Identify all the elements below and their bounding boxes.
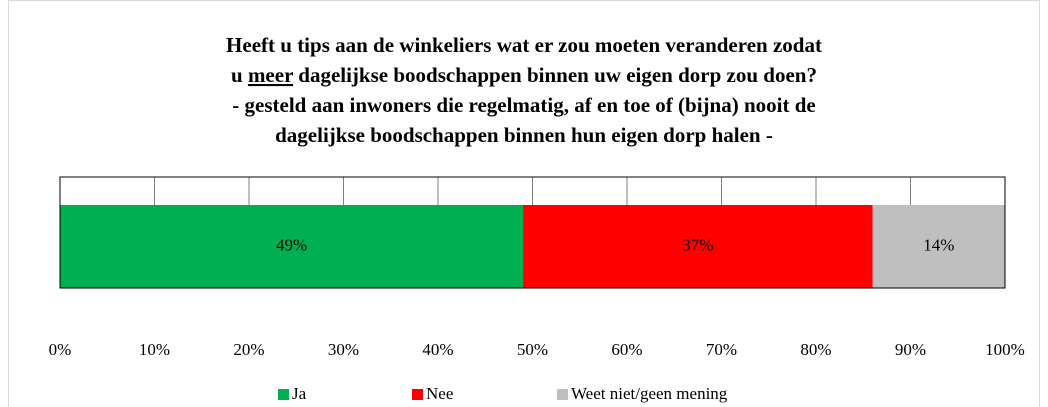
legend-label: Ja <box>292 384 307 403</box>
x-tick-label: 30% <box>328 340 359 359</box>
chart-title: u meer dagelijkse boodschappen binnen uw… <box>231 63 817 87</box>
data-label: 14% <box>923 235 954 254</box>
title-run: u <box>231 63 248 87</box>
x-tick-label: 40% <box>422 340 453 359</box>
title-run: dagelijkse boodschappen binnen uw eigen … <box>293 63 817 87</box>
title-run: meer <box>248 63 293 87</box>
data-label: 49% <box>276 235 307 254</box>
chart-title: Heeft u tips aan de winkeliers wat er zo… <box>226 33 822 57</box>
data-label: 37% <box>682 235 713 254</box>
x-tick-label: 0% <box>49 340 72 359</box>
chart-title: - gesteld aan inwoners die regelmatig, a… <box>232 93 815 117</box>
chart-title: dagelijkse boodschappen binnen hun eigen… <box>275 123 773 147</box>
bar-segment <box>872 205 1005 288</box>
x-tick-label: 60% <box>611 340 642 359</box>
x-tick-label: 50% <box>517 340 548 359</box>
legend-label: Nee <box>426 384 453 403</box>
legend-swatch <box>278 389 289 400</box>
x-tick-label: 100% <box>985 340 1025 359</box>
x-tick-label: 70% <box>706 340 737 359</box>
title-run: - gesteld aan inwoners die regelmatig, a… <box>232 93 815 117</box>
x-tick-label: 10% <box>139 340 170 359</box>
x-tick-label: 20% <box>233 340 264 359</box>
legend-label: Weet niet/geen mening <box>571 384 728 403</box>
title-run: Heeft u tips aan de winkeliers wat er zo… <box>226 33 822 57</box>
legend-swatch <box>557 389 568 400</box>
bar-segment <box>60 205 524 288</box>
bar-segment <box>523 205 873 288</box>
x-tick-label: 90% <box>895 340 926 359</box>
title-run: dagelijkse boodschappen binnen hun eigen… <box>275 123 773 147</box>
x-tick-label: 80% <box>800 340 831 359</box>
plot-border <box>59 176 1006 289</box>
legend-swatch <box>412 389 423 400</box>
